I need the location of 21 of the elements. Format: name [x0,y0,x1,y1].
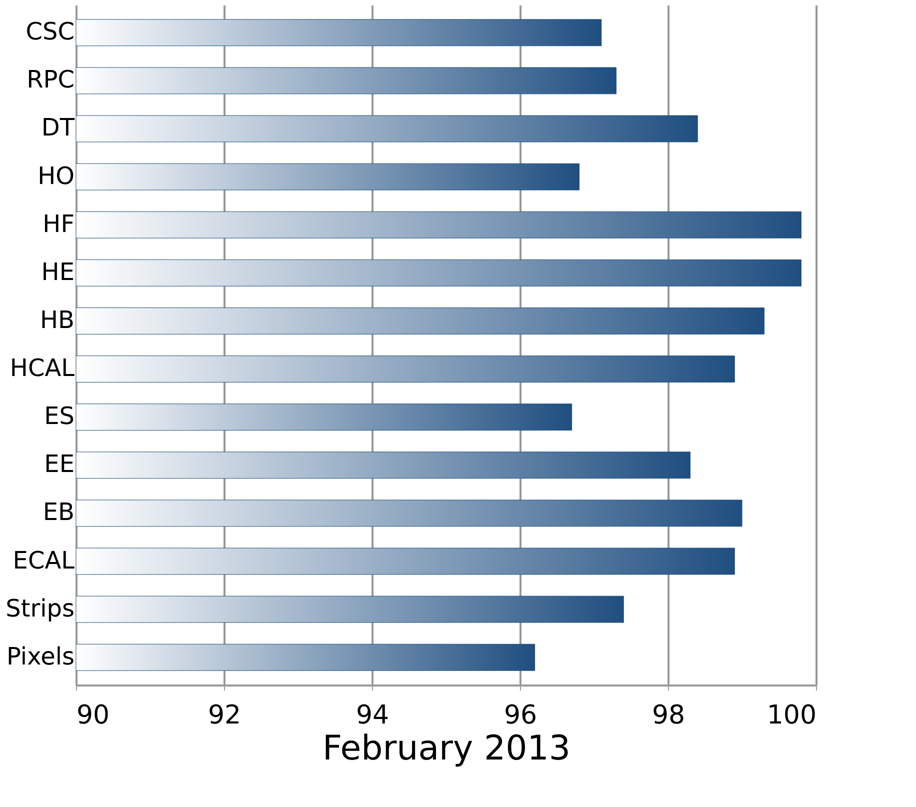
y-tick-label: Strips [6,594,74,622]
y-tick-label: ES [44,402,74,430]
x-tick-label: 96 [504,700,538,730]
y-tick-label: EB [42,498,74,526]
y-tick-label: ECAL [12,546,76,574]
x-axis-title: February 2013 [322,728,570,768]
y-tick-label: EE [44,450,74,478]
y-tick-label: HB [40,306,74,334]
x-tick-label: 98 [652,700,686,730]
y-tick-label: HF [42,210,74,238]
y-tick-label: HCAL [10,354,76,382]
x-tick-label: 100 [766,700,816,730]
x-tick-label: 92 [208,700,242,730]
x-tick-label: 94 [356,700,390,730]
y-tick-label: CSC [26,18,74,46]
x-tick-label: 90 [76,700,110,730]
y-tick-label: DT [41,114,75,142]
y-tick-label: Pixels [6,642,74,670]
y-tick-label: RPC [26,66,74,94]
y-tick-label: HO [38,162,74,190]
y-tick-label: HE [41,258,74,286]
